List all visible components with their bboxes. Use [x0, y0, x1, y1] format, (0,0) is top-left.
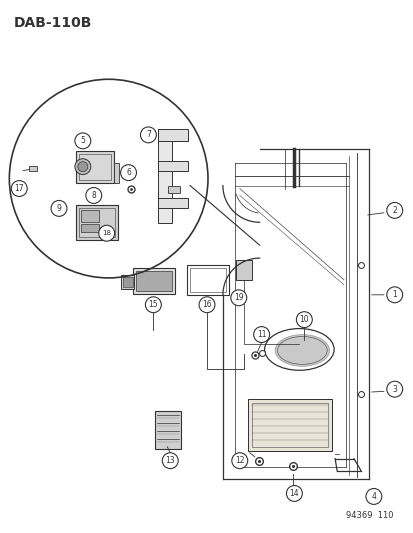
Text: 6: 6: [126, 168, 131, 177]
Circle shape: [75, 159, 90, 175]
Bar: [158, 129, 188, 141]
Circle shape: [11, 181, 27, 197]
Text: 10: 10: [299, 315, 309, 324]
Bar: [158, 198, 188, 208]
Text: 7: 7: [146, 131, 150, 140]
Circle shape: [365, 489, 381, 504]
Bar: [81, 224, 98, 232]
Circle shape: [386, 287, 402, 303]
Text: 16: 16: [202, 300, 211, 309]
Text: 17: 17: [14, 184, 24, 193]
Bar: [78, 154, 110, 180]
Circle shape: [145, 297, 161, 313]
Bar: [133, 268, 175, 294]
Text: 9: 9: [57, 204, 61, 213]
Text: 13: 13: [165, 456, 175, 465]
Text: 12: 12: [235, 456, 244, 465]
Text: 5: 5: [80, 136, 85, 146]
Circle shape: [199, 297, 214, 313]
Circle shape: [78, 161, 88, 172]
Circle shape: [296, 312, 311, 328]
Circle shape: [120, 165, 136, 181]
Circle shape: [286, 486, 301, 502]
Bar: [190, 268, 225, 292]
Bar: [158, 161, 188, 171]
Text: 1: 1: [392, 290, 396, 300]
Text: 15: 15: [148, 300, 158, 309]
Circle shape: [75, 133, 90, 149]
Circle shape: [98, 225, 114, 241]
Bar: [122, 277, 132, 287]
Bar: [76, 151, 113, 183]
Bar: [120, 275, 134, 289]
Text: 18: 18: [102, 230, 111, 236]
Text: 19: 19: [233, 293, 243, 302]
Text: 14: 14: [289, 489, 299, 498]
Circle shape: [253, 327, 269, 343]
Bar: [168, 185, 180, 193]
Ellipse shape: [274, 335, 329, 366]
Bar: [78, 208, 114, 237]
Bar: [247, 399, 331, 451]
Bar: [187, 265, 228, 295]
Bar: [251, 403, 328, 447]
Bar: [158, 129, 172, 223]
Text: 8: 8: [91, 191, 96, 200]
Bar: [81, 211, 98, 222]
Circle shape: [162, 453, 178, 469]
Circle shape: [51, 200, 67, 216]
Bar: [113, 163, 118, 183]
Circle shape: [386, 203, 402, 219]
Text: 3: 3: [392, 385, 396, 394]
Circle shape: [85, 188, 102, 204]
Bar: [29, 166, 37, 171]
Bar: [136, 271, 172, 291]
Text: 94369  110: 94369 110: [345, 511, 393, 520]
Text: 2: 2: [392, 206, 396, 215]
Bar: [76, 205, 117, 240]
Text: 11: 11: [256, 330, 266, 339]
Bar: [235, 260, 251, 280]
Circle shape: [231, 453, 247, 469]
Circle shape: [140, 127, 156, 143]
Text: 4: 4: [370, 492, 375, 501]
Circle shape: [386, 381, 402, 397]
Circle shape: [230, 290, 246, 306]
Text: DAB-110B: DAB-110B: [13, 15, 91, 30]
Bar: [155, 411, 181, 449]
